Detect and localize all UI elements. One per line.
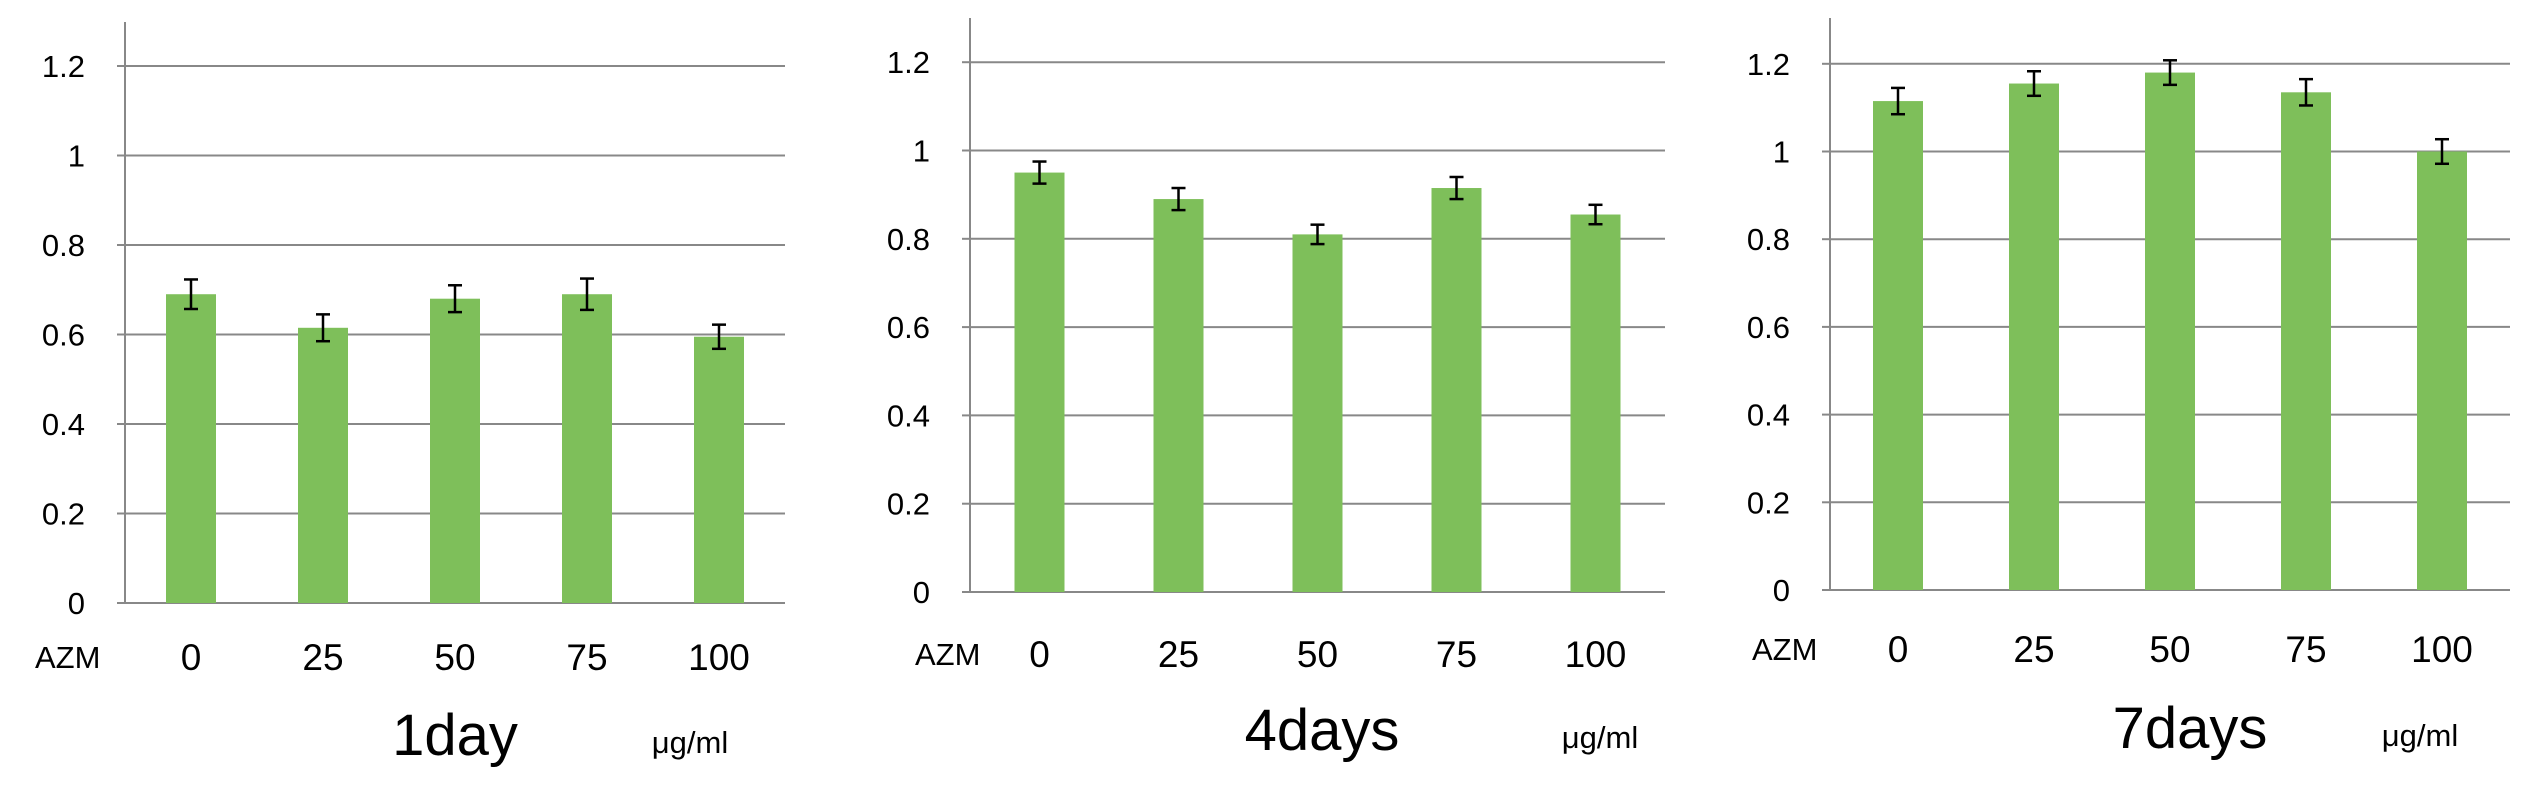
y-tick-label: 1 xyxy=(913,134,930,169)
panel-title: 1day xyxy=(392,703,518,768)
chart-panel-1day: 0 0.2 0.4 0.6 0.8 1 1.2 0 25 50 75 100 AZM 1day μg/ml xyxy=(35,22,785,768)
unit-label: μg/ml xyxy=(652,725,728,760)
unit-label: μg/ml xyxy=(2382,718,2458,753)
x-category-label: 50 xyxy=(2149,629,2190,670)
y-tick-label: 0.2 xyxy=(42,497,85,532)
bar-75 xyxy=(1431,188,1482,592)
x-prefix-label: AZM xyxy=(35,640,100,675)
bar-0 xyxy=(1014,172,1065,592)
y-tick-label: 0 xyxy=(1773,573,1790,608)
chart-panel-4days: 0 0.2 0.4 0.6 0.8 1 1.2 0 25 50 75 100 AZM 4days μg/ml xyxy=(887,18,1665,763)
x-category-label: 0 xyxy=(1029,634,1050,675)
bar-50 xyxy=(1292,234,1343,592)
x-category-label: 25 xyxy=(302,637,343,678)
x-category-label: 25 xyxy=(2013,629,2054,670)
panel-title: 7days xyxy=(2113,696,2268,761)
unit-label: μg/ml xyxy=(1562,720,1638,755)
bar-50 xyxy=(430,298,480,603)
bar-100 xyxy=(2417,151,2467,590)
bar-25 xyxy=(1153,199,1204,592)
panel-title: 4days xyxy=(1245,698,1400,763)
y-tick-label: 0.2 xyxy=(887,487,930,522)
x-category-label: 100 xyxy=(1565,634,1627,675)
x-category-label: 25 xyxy=(1158,634,1199,675)
y-tick-label: 0.6 xyxy=(887,310,930,345)
x-category-label: 75 xyxy=(1436,634,1477,675)
y-tick-label: 0.4 xyxy=(42,407,85,442)
bar-0 xyxy=(166,294,216,603)
y-tick-label: 0.6 xyxy=(1747,310,1790,345)
y-tick-label: 0.2 xyxy=(1747,485,1790,520)
x-category-label: 50 xyxy=(1297,634,1338,675)
x-category-label: 75 xyxy=(566,637,607,678)
y-tick-label: 0.4 xyxy=(1747,398,1790,433)
x-category-label: 100 xyxy=(2411,629,2473,670)
x-category-label: 0 xyxy=(181,637,202,678)
bar-75 xyxy=(2281,92,2331,591)
y-tick-label: 1 xyxy=(1773,135,1790,170)
y-tick-label: 1.2 xyxy=(887,45,930,80)
x-category-label: 100 xyxy=(688,637,750,678)
y-tick-label: 0.6 xyxy=(42,318,85,353)
bar-50 xyxy=(2145,72,2195,590)
x-category-label: 50 xyxy=(434,637,475,678)
bar-25 xyxy=(2009,83,2059,590)
y-tick-label: 0.8 xyxy=(887,222,930,257)
y-tick-label: 0 xyxy=(68,586,85,621)
bar-100 xyxy=(1570,214,1621,592)
chart-panel-7days: 0 0.2 0.4 0.6 0.8 1 1.2 0 25 50 75 100 AZM 7days μg/ml xyxy=(1747,18,2510,761)
y-tick-label: 0 xyxy=(913,575,930,610)
y-tick-label: 1.2 xyxy=(42,49,85,84)
bar-75 xyxy=(562,294,612,603)
y-tick-label: 1 xyxy=(68,139,85,174)
bar-25 xyxy=(298,327,348,603)
y-tick-label: 0.4 xyxy=(887,398,930,433)
bar-0 xyxy=(1873,101,1923,590)
x-prefix-label: AZM xyxy=(915,637,980,672)
x-category-label: 0 xyxy=(1888,629,1909,670)
x-category-label: 75 xyxy=(2285,629,2326,670)
y-tick-label: 1.2 xyxy=(1747,47,1790,82)
bar-100 xyxy=(694,336,744,603)
y-tick-label: 0.8 xyxy=(42,228,85,263)
x-prefix-label: AZM xyxy=(1752,632,1817,667)
y-tick-label: 0.8 xyxy=(1747,222,1790,257)
